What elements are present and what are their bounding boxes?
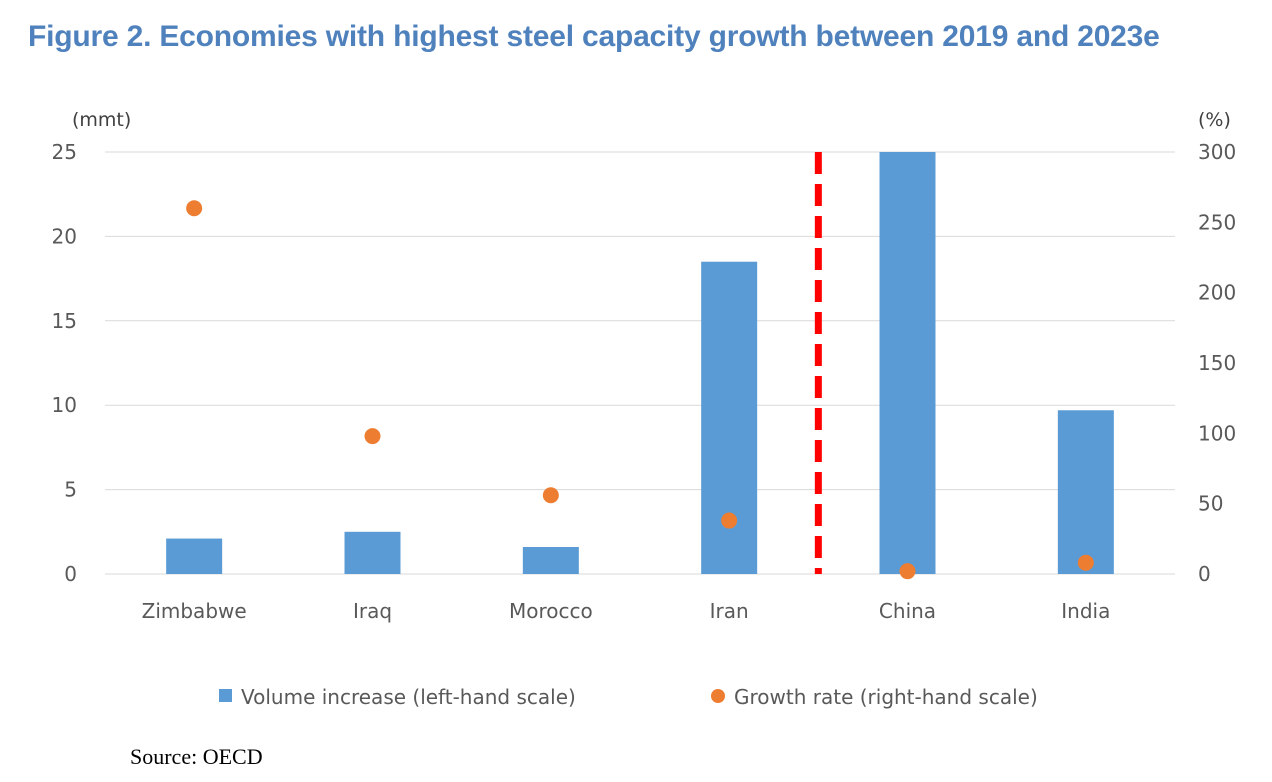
- legend-label-growth: Growth rate (right-hand scale): [734, 685, 1038, 709]
- chart-title: Figure 2. Economies with highest steel c…: [28, 20, 1160, 53]
- gridlines: [105, 151, 1175, 575]
- y-right-tick-label: 0: [1198, 562, 1211, 586]
- legend-swatch-growth: [711, 689, 725, 703]
- x-category-label: Iraq: [353, 599, 392, 623]
- y-left-tick-label: 10: [52, 393, 77, 417]
- y-right-tick-label: 300: [1198, 140, 1236, 164]
- dot-iran: [721, 512, 738, 529]
- y-left-tick-label: 25: [52, 140, 77, 164]
- x-category-label: Iran: [710, 599, 749, 623]
- x-category-label: India: [1061, 599, 1110, 623]
- y-right-tick-label: 100: [1198, 421, 1236, 445]
- y-right-tick-label: 150: [1198, 351, 1236, 375]
- y-left-tick-label: 0: [64, 562, 77, 586]
- bar-china: [879, 152, 936, 574]
- bar-india: [1057, 410, 1114, 574]
- y-left-unit: (mmt): [72, 109, 131, 131]
- dot-zimbabwe: [186, 200, 203, 217]
- dot-iraq: [364, 428, 381, 445]
- bar-morocco: [522, 546, 579, 574]
- y-right-unit: (%): [1198, 109, 1231, 131]
- dot-morocco: [542, 487, 559, 504]
- x-category-label: Morocco: [509, 599, 593, 623]
- x-category-label: Zimbabwe: [142, 599, 247, 623]
- y-right-tick-label: 200: [1198, 281, 1236, 305]
- bar-series-volume: [166, 152, 1114, 574]
- legend-label-volume: Volume increase (left-hand scale): [241, 685, 576, 709]
- scatter-series-growth: [186, 200, 1094, 580]
- x-category-label: China: [879, 599, 936, 623]
- y-right-tick-label: 250: [1198, 210, 1236, 234]
- y-right-tick-label: 50: [1198, 492, 1223, 516]
- bar-zimbabwe: [166, 538, 223, 574]
- legend: Volume increase (left-hand scale) Growth …: [219, 685, 1038, 709]
- bar-iraq: [344, 531, 401, 574]
- y-left-tick-label: 5: [64, 478, 77, 502]
- dot-china: [899, 563, 916, 580]
- legend-swatch-volume: [219, 689, 232, 702]
- dot-india: [1077, 554, 1094, 571]
- source-note: Source: OECD: [130, 744, 263, 769]
- y-left-tick-label: 15: [52, 309, 77, 333]
- y-left-tick-label: 20: [52, 224, 77, 248]
